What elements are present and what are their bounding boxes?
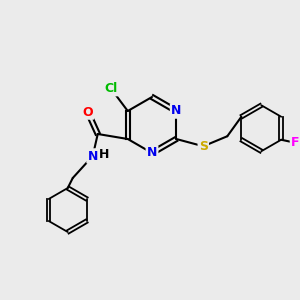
Text: F: F bbox=[291, 136, 299, 149]
Text: H: H bbox=[99, 148, 109, 161]
Text: N: N bbox=[147, 146, 157, 160]
Text: Cl: Cl bbox=[104, 82, 118, 95]
Text: S: S bbox=[199, 140, 208, 153]
Text: N: N bbox=[88, 149, 98, 163]
Text: O: O bbox=[82, 106, 93, 118]
Text: N: N bbox=[171, 104, 181, 118]
